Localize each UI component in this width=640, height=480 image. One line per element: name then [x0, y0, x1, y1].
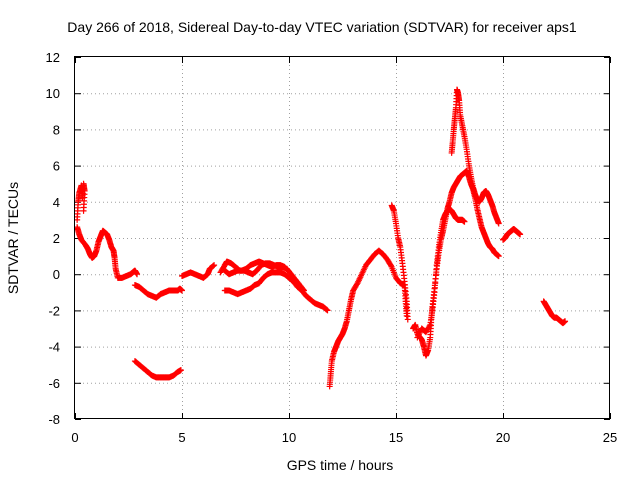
x-tick-label: 15	[389, 430, 403, 445]
axis-ticks: 0 5 10 15 20 25 -8 -6 -4 -2 0 2 4 6 8 10 12	[46, 50, 618, 445]
data-point	[80, 207, 87, 214]
data-point	[495, 220, 502, 227]
y-tick-label: -4	[48, 340, 60, 355]
x-tick-label: 0	[71, 430, 78, 445]
data-point	[323, 306, 330, 313]
y-tick-label: -2	[48, 303, 60, 318]
y-tick-label: -6	[48, 376, 60, 391]
data-point	[562, 318, 569, 325]
data-point	[461, 218, 468, 225]
x-tick-label: 25	[603, 430, 617, 445]
y-tick-label: -8	[48, 412, 60, 427]
data-point	[324, 307, 331, 314]
data-series	[74, 86, 569, 390]
y-tick-label: 12	[46, 50, 60, 65]
y-tick-label: 0	[53, 267, 60, 282]
y-axis-label: SDTVAR / TECUs	[5, 182, 21, 294]
y-tick-label: 8	[53, 122, 60, 137]
data-point	[404, 316, 411, 323]
y-tick-label: 10	[46, 86, 60, 101]
data-point	[495, 253, 502, 260]
data-point	[388, 262, 395, 269]
data-point	[211, 262, 218, 269]
chart-title: Day 266 of 2018, Sidereal Day-to-day VTE…	[67, 19, 577, 35]
data-point	[179, 287, 185, 294]
data-point	[177, 367, 184, 374]
x-tick-label: 10	[282, 430, 296, 445]
x-tick-label: 5	[178, 430, 185, 445]
x-tick-label: 20	[496, 430, 510, 445]
plot-frame	[74, 56, 610, 419]
grid	[75, 57, 610, 419]
data-point	[300, 287, 307, 294]
x-axis-label: GPS time / hours	[287, 457, 394, 473]
data-point	[281, 263, 288, 270]
data-point	[426, 323, 433, 330]
y-tick-label: 4	[53, 195, 60, 210]
data-point	[300, 286, 307, 293]
y-tick-label: 6	[53, 159, 60, 174]
data-point	[210, 262, 217, 269]
data-point	[134, 271, 141, 278]
y-tick-label: 2	[53, 231, 60, 246]
data-point	[517, 231, 524, 238]
